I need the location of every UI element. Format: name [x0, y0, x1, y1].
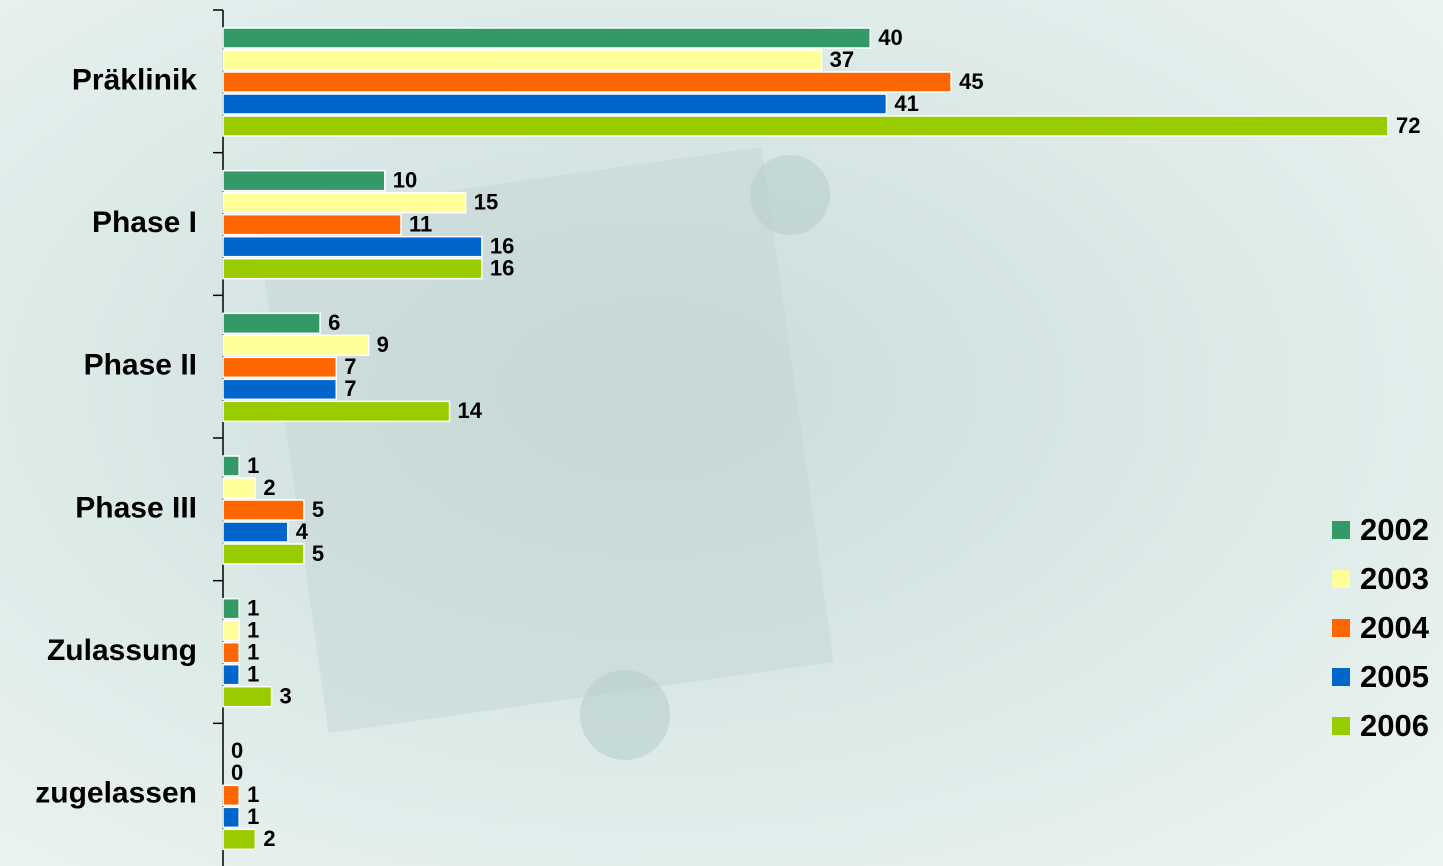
value-label: 15: [474, 189, 498, 214]
bar: [222, 685, 273, 708]
value-label: 7: [344, 376, 356, 401]
value-label: 1: [247, 661, 259, 686]
legend-label: 2003: [1360, 561, 1429, 596]
bar: [222, 49, 823, 71]
bar: [222, 115, 1389, 137]
value-label: 1: [247, 782, 259, 807]
value-label: 41: [894, 91, 918, 116]
category-label: Phase III: [75, 491, 197, 524]
bar: [222, 663, 240, 686]
value-label: 16: [490, 255, 514, 280]
bar: [222, 641, 240, 664]
bar: [222, 499, 305, 521]
value-label: 0: [231, 760, 243, 785]
background-shape: [580, 670, 670, 760]
value-label: 16: [490, 233, 514, 258]
value-label: 1: [247, 639, 259, 664]
legend-swatch: [1332, 717, 1350, 735]
category-label: Phase II: [84, 349, 197, 382]
bar: [222, 257, 483, 280]
bar: [222, 191, 467, 214]
value-label: 40: [878, 25, 902, 50]
bar: [222, 334, 370, 357]
bar: [222, 27, 871, 49]
legend-swatch: [1332, 570, 1350, 588]
bar: [222, 521, 289, 543]
value-label: 1: [247, 804, 259, 829]
value-label: 1: [247, 453, 259, 478]
category-label: zugelassen: [35, 777, 197, 810]
category-label: Zulassung: [47, 634, 197, 667]
bar: [222, 71, 952, 93]
bar: [222, 93, 888, 115]
bar: [222, 235, 483, 258]
value-label: 9: [377, 332, 389, 357]
value-label: 45: [959, 69, 983, 94]
bar: [222, 784, 240, 807]
value-label: 5: [312, 541, 324, 566]
value-label: 6: [328, 310, 340, 335]
value-label: 11: [409, 211, 432, 236]
bar: [222, 828, 257, 851]
legend-label: 2006: [1360, 708, 1429, 743]
legend-swatch: [1332, 619, 1350, 637]
legend-label: 2004: [1360, 610, 1430, 645]
background-shape: [750, 155, 830, 235]
bar: [222, 455, 240, 477]
value-label: 37: [830, 47, 854, 72]
legend-label: 2005: [1360, 659, 1429, 694]
background-shape: [256, 147, 834, 733]
bar: [222, 312, 321, 335]
value-label: 10: [393, 167, 417, 192]
bar: [222, 378, 338, 401]
value-label: 2: [263, 826, 275, 851]
bar: [222, 213, 402, 236]
value-label: 14: [458, 398, 483, 423]
bar: [222, 806, 240, 829]
value-label: 3: [280, 683, 292, 708]
value-label: 1: [247, 617, 259, 642]
category-label: Präklinik: [72, 63, 197, 96]
value-label: 5: [312, 497, 324, 522]
bar: [222, 356, 338, 379]
legend-swatch: [1332, 668, 1350, 686]
bar: [222, 597, 240, 620]
value-label: 7: [344, 354, 356, 379]
bar: [222, 169, 386, 192]
legend-swatch: [1332, 521, 1350, 539]
value-label: 72: [1396, 113, 1420, 138]
bar: [222, 543, 305, 565]
bar: [222, 477, 257, 499]
value-label: 1: [247, 595, 259, 620]
category-label: Phase I: [92, 206, 197, 239]
value-label: 0: [231, 738, 243, 763]
bar: [222, 400, 451, 423]
value-label: 2: [263, 475, 275, 500]
value-label: 4: [296, 519, 309, 544]
bar: [222, 619, 240, 642]
legend-label: 2002: [1360, 512, 1429, 547]
